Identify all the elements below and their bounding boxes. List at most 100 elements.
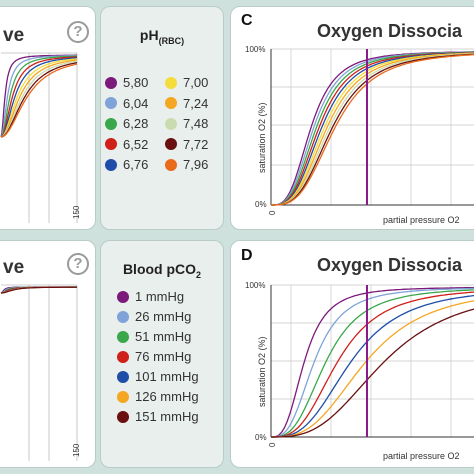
panel-d-title: Oxygen Dissocia bbox=[317, 255, 463, 275]
panel-d-y-bottom: 0% bbox=[255, 433, 267, 442]
ph-legend-item: 7,96 bbox=[165, 157, 208, 172]
color-dot-icon bbox=[165, 97, 177, 109]
ph-legend-item: 7,48 bbox=[165, 116, 208, 131]
color-dot-icon bbox=[117, 330, 129, 343]
curvesA-series-line bbox=[0, 61, 78, 138]
ph-legend-title-text: pH bbox=[139, 27, 159, 43]
panel-b: ve ? 150 bbox=[0, 240, 96, 468]
panel-d-x-axis-label: partial pressure O2 bbox=[383, 451, 460, 461]
panel-c-y-bottom: 0% bbox=[255, 200, 267, 209]
panel-c-letter: C bbox=[241, 12, 253, 29]
pco2-legend-title-sub: 2 bbox=[196, 269, 202, 280]
color-dot-icon bbox=[117, 410, 129, 423]
legend-item-label: 6,28 bbox=[123, 116, 149, 131]
curvesA-series-line bbox=[0, 59, 78, 138]
legend-item-label: 101 mmHg bbox=[135, 369, 199, 384]
ph-legend-item: 6,28 bbox=[105, 116, 148, 131]
curvesA-series-line bbox=[0, 63, 78, 138]
legend-item-label: 126 mmHg bbox=[135, 389, 199, 404]
pco2-legend-item: 26 mmHg bbox=[117, 309, 191, 324]
legend-item-label: 51 mmHg bbox=[135, 329, 192, 344]
curvesD-series-line bbox=[271, 287, 474, 438]
legend-item-label: 7,96 bbox=[183, 157, 209, 172]
ph-legend-item: 5,80 bbox=[105, 75, 148, 90]
legend-item-label: 76 mmHg bbox=[135, 349, 192, 364]
color-dot-icon bbox=[117, 350, 129, 363]
legend-item-label: 5,80 bbox=[123, 75, 149, 90]
legend-item-label: 7,48 bbox=[183, 116, 209, 131]
panel-d-y-axis-label: saturation O2 (%) bbox=[257, 336, 267, 407]
ph-legend-item: 7,24 bbox=[165, 96, 208, 111]
panel-c: C Oxygen Dissocia 100% 0% 0 saturation O… bbox=[230, 6, 474, 230]
color-dot-icon bbox=[165, 138, 177, 150]
panel-a-xmax: 150 bbox=[72, 205, 81, 219]
panel-a: ve ? 150 bbox=[0, 6, 96, 230]
pco2-legend-title: Blood pCO2 bbox=[101, 261, 223, 280]
curvesC-series-line bbox=[271, 52, 474, 206]
legend-item-label: 6,04 bbox=[123, 95, 149, 111]
legend-item-label: 7,00 bbox=[183, 75, 209, 90]
curvesD-series-line bbox=[271, 291, 474, 438]
help-icon[interactable]: ? bbox=[67, 253, 89, 275]
curvesD-series-line bbox=[271, 289, 474, 438]
color-dot-icon bbox=[117, 310, 129, 323]
color-dot-icon bbox=[105, 117, 117, 130]
panel-d-x-zero: 0 bbox=[268, 442, 277, 447]
ph-legend-item: 6,52 bbox=[105, 137, 148, 152]
panel-d-y-top: 100% bbox=[245, 281, 265, 290]
panel-d-letter: D bbox=[241, 247, 253, 264]
curvesA-series-line bbox=[0, 60, 78, 138]
pco2-legend-item: 126 mmHg bbox=[117, 389, 199, 404]
pco2-legend: Blood pCO2 1 mmHg 26 mmHg 51 mmHg 76 mmHg 10… bbox=[100, 240, 224, 468]
legend-item-label: 1 mmHg bbox=[135, 289, 185, 304]
ph-legend-item: 7,00 bbox=[165, 75, 208, 90]
panel-b-grid bbox=[1, 284, 78, 461]
ph-legend: pH(RBC) 5,80 6,04 6,28 6,52 6,76 7,00 7,24 7,48… bbox=[100, 6, 224, 230]
color-dot-icon bbox=[165, 117, 177, 130]
color-dot-icon bbox=[105, 76, 117, 89]
panel-c-title: Oxygen Dissocia bbox=[317, 21, 463, 41]
pco2-legend-item: 76 mmHg bbox=[117, 349, 191, 364]
curvesA-series-line bbox=[0, 56, 77, 138]
panel-c-y-axis-label: saturation O2 (%) bbox=[257, 102, 267, 173]
legend-item-label: 151 mmHg bbox=[135, 409, 199, 424]
pco2-legend-item: 101 mmHg bbox=[117, 369, 199, 384]
panel-b-plot: 150 bbox=[0, 284, 81, 461]
panel-d-plot: 100% 0% 0 saturation O2 (%) partial pres… bbox=[245, 281, 474, 461]
legend-item-label: 7,24 bbox=[183, 95, 209, 111]
panel-b-curves bbox=[0, 286, 78, 294]
panel-c-curves bbox=[271, 51, 474, 206]
ph-legend-title: pH(RBC) bbox=[101, 27, 223, 46]
color-dot-icon bbox=[105, 138, 117, 150]
panel-c-x-zero: 0 bbox=[268, 210, 277, 215]
color-dot-icon bbox=[117, 390, 129, 403]
curvesC-series-line bbox=[271, 53, 474, 206]
curvesD-series-line bbox=[270, 287, 474, 438]
panel-c-plot: 100% 0% 0 saturation O2 (%) partial pres… bbox=[245, 45, 474, 225]
curvesA-series-line bbox=[0, 58, 78, 138]
pco2-legend-item: 51 mmHg bbox=[117, 329, 191, 344]
curvesD-series-line bbox=[271, 300, 474, 438]
curvesC-series-line bbox=[271, 54, 474, 206]
legend-item-label: 26 mmHg bbox=[135, 309, 192, 324]
pco2-legend-item: 151 mmHg bbox=[117, 409, 199, 424]
color-dot-icon bbox=[105, 97, 117, 109]
panel-d: D Oxygen Dissocia 100% 0% 0 saturation O… bbox=[230, 240, 474, 468]
pco2-legend-item: 1 mmHg bbox=[117, 289, 184, 304]
curvesA-series-line bbox=[0, 54, 77, 138]
color-dot-icon bbox=[165, 158, 177, 171]
color-dot-icon bbox=[117, 290, 129, 303]
panel-c-y-top: 100% bbox=[245, 45, 265, 54]
curvesB-series-line bbox=[1, 286, 78, 294]
ph-legend-item: 6,76 bbox=[105, 157, 148, 172]
panel-a-title: ve bbox=[3, 25, 25, 46]
legend-item-label: 6,52 bbox=[123, 136, 149, 152]
panel-b-xmax: 150 bbox=[72, 443, 81, 457]
curvesD-series-line bbox=[271, 294, 474, 438]
legend-item-label: 6,76 bbox=[123, 157, 149, 172]
help-icon[interactable]: ? bbox=[67, 21, 89, 43]
panel-d-curves bbox=[270, 287, 474, 438]
legend-item-label: 7,72 bbox=[183, 136, 209, 152]
color-dot-icon bbox=[165, 76, 177, 89]
color-dot-icon bbox=[105, 158, 117, 171]
